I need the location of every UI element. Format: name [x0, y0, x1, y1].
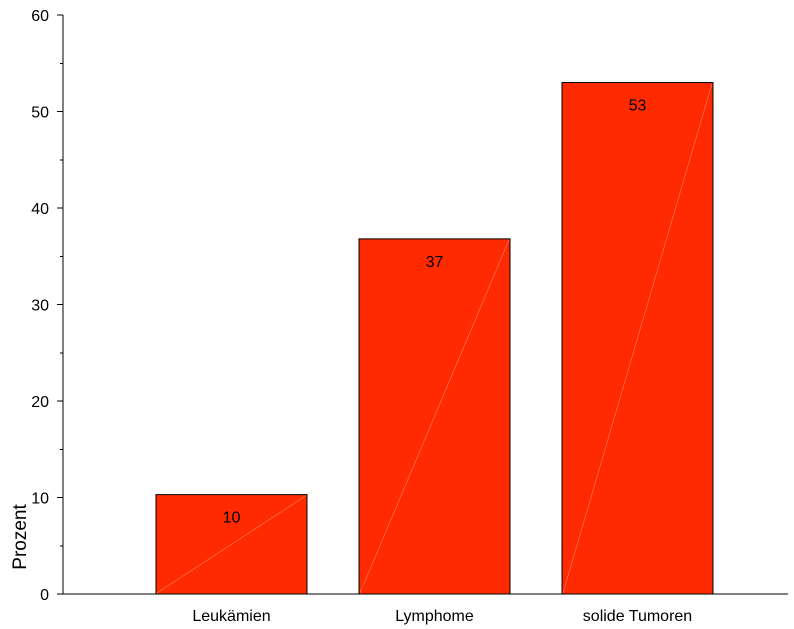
data-label: 10 [223, 510, 241, 527]
bar-highlight [562, 83, 713, 594]
y-axis: 0 10 20 30 40 50 60 [31, 8, 64, 604]
y-tick-label: 10 [31, 491, 49, 508]
y-tick-label: 50 [31, 105, 49, 122]
x-category-label: Leukämien [192, 608, 270, 625]
y-tick-label: 20 [31, 394, 49, 411]
y-axis-title: Prozent [10, 504, 31, 570]
bar-highlight [359, 239, 510, 594]
x-category-label: Lymphome [395, 608, 474, 625]
y-tick-label: 0 [40, 587, 49, 604]
bars [155, 82, 714, 595]
y-tick-label: 60 [31, 8, 49, 25]
y-tick-label: 30 [31, 298, 49, 315]
y-tick-label: 40 [31, 201, 49, 218]
labels: 10 Leukämien 37 Lymphome 53 solide Tumoren [192, 98, 692, 625]
x-category-label: solide Tumoren [583, 608, 692, 625]
data-label: 53 [629, 98, 647, 115]
data-label: 37 [426, 254, 444, 271]
bar-highlight [156, 495, 307, 594]
